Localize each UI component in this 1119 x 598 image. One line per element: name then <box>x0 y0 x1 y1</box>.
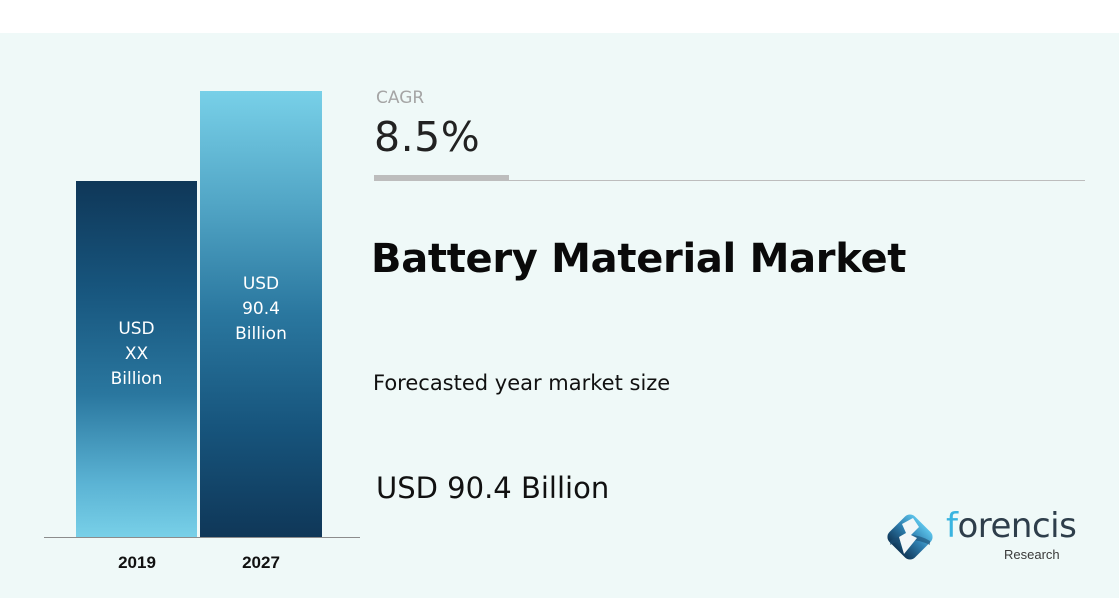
divider-accent <box>374 175 509 181</box>
x-axis-baseline <box>44 537 360 538</box>
market-title: Battery Material Market <box>371 236 907 282</box>
bar-2019-value-label: USD XX Billion <box>110 318 163 389</box>
x-tick-2027: 2027 <box>242 553 280 572</box>
cagr-label: CAGR <box>376 88 425 108</box>
logo-subtitle: Research <box>1004 547 1060 562</box>
forecast-value: USD 90.4 Billion <box>376 471 610 505</box>
bar-2027-value-label: USD 90.4 Billion <box>235 273 287 344</box>
logo-wordmark: forencis <box>946 506 1077 546</box>
forecast-label: Forecasted year market size <box>373 371 671 395</box>
cagr-value: 8.5% <box>374 113 481 161</box>
forencis-logo: forencis Research <box>880 505 1077 570</box>
lightning-diamond-icon <box>887 514 933 560</box>
bar-2027: USD 90.4 Billion <box>200 91 322 537</box>
x-tick-2019: 2019 <box>118 553 156 572</box>
divider-line <box>374 180 1085 181</box>
bar-2019: USD XX Billion <box>76 181 197 537</box>
